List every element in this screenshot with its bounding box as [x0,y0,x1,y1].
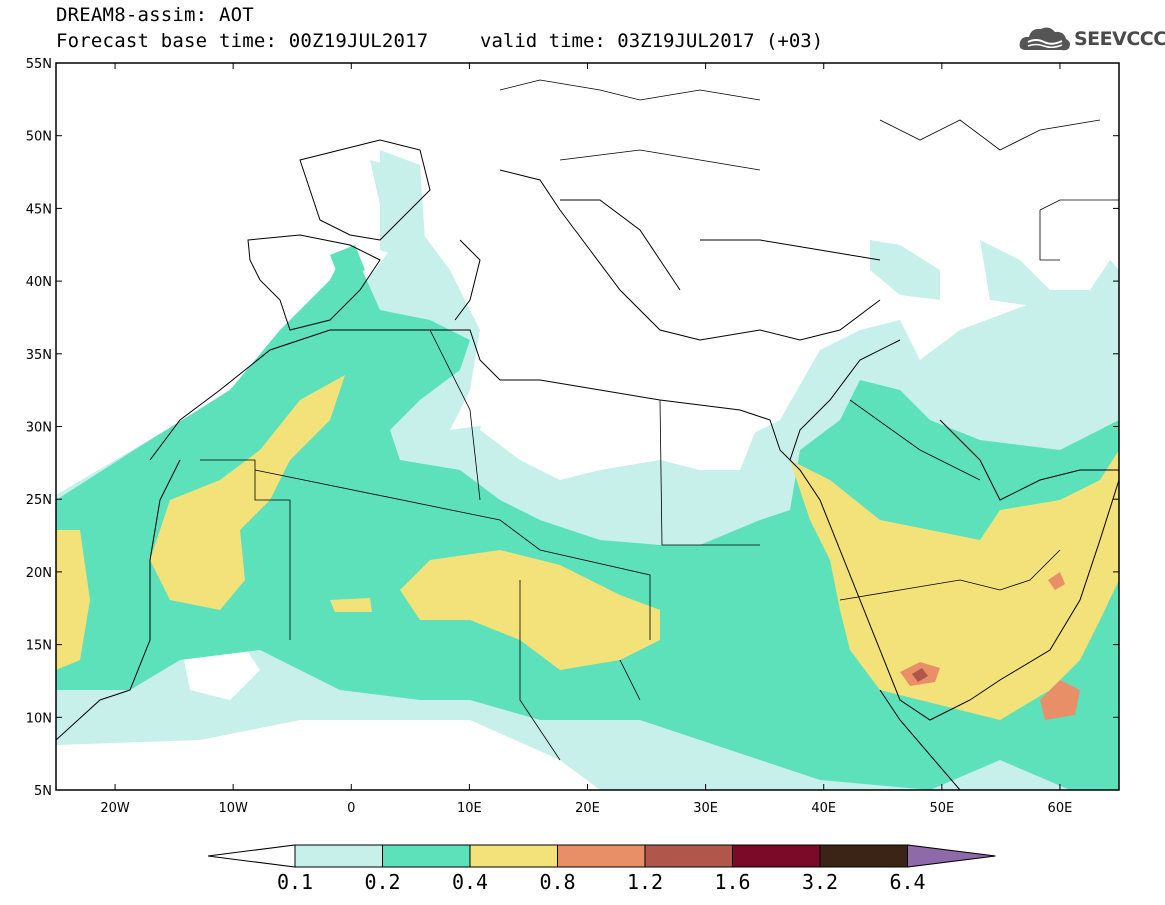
legend-label: 3.2 [801,870,839,894]
legend-label: 6.4 [889,870,926,894]
lat-label: 50N [26,130,52,145]
lat-label: 40N [26,275,52,290]
lat-label: 20N [26,566,52,581]
lon-label: 30E [693,801,718,816]
legend-swatch [469,844,558,868]
lon-label: 0 [347,801,355,816]
lat-label: 10N [26,711,52,726]
legend-swatch [732,844,821,868]
lat-label: 45N [26,202,52,217]
legend-swatch [382,844,471,868]
legend-swatch [557,844,646,868]
coastlines [56,139,1119,790]
legend-swatch [819,844,908,868]
country-borders [200,79,1119,761]
legend-label: 1.6 [714,870,751,894]
aot-field [56,63,1119,790]
legend-swatch [644,844,733,868]
forecast-base-time: Forecast base time: 00Z19JUL2017 [56,30,429,52]
lat-label: 35N [26,348,52,363]
legend-label: 0.8 [539,870,576,894]
legend-label: 0.1 [276,870,314,894]
lat-label: 5N [34,784,52,799]
aot-band-high [150,375,345,610]
lon-label: 10W [218,801,248,816]
seevccc-logo: SEEVCCC [1016,22,1165,58]
lon-label: 60E [1048,801,1073,816]
map-title: DREAM8-assim: AOT [56,4,254,26]
aot-band-mid [56,250,1119,790]
lat-label: 15N [26,639,52,654]
legend-label: 0.2 [364,870,401,894]
latitude-axis: 55N 50N 45N 40N 35N 30N 25N 20N 15N 10N 5N [26,57,1119,799]
longitude-axis: 20W 10W 0 10E 20E 30E 40E 50E 60E [100,63,1072,816]
color-legend: 0.1 0.2 0.4 0.8 1.2 1.6 3.2 6.4 [200,840,1000,900]
legend-arrow-high [907,844,996,868]
lon-label: 20E [575,801,600,816]
lon-label: 10E [457,801,482,816]
legend-label: 1.2 [626,870,664,894]
lat-label: 55N [26,57,52,72]
legend-swatch [294,844,383,868]
legend-bar [207,844,996,868]
lon-label: 40E [811,801,836,816]
lon-label: 50E [929,801,954,816]
cloud-icon [1019,27,1070,51]
aot-band-extreme [912,668,928,682]
valid-time: valid time: 03Z19JUL2017 (+03) [480,30,824,52]
legend-label: 0.4 [451,870,489,894]
legend-arrow-low [207,844,296,868]
lon-label: 20W [100,801,130,816]
logo-text: SEEVCCC [1074,28,1165,50]
lat-label: 25N [26,493,52,508]
lat-label: 30N [26,421,52,436]
